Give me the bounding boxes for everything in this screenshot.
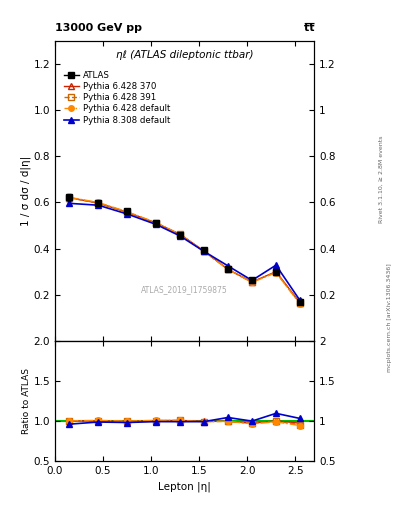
Y-axis label: Ratio to ATLAS: Ratio to ATLAS (22, 368, 31, 434)
Legend: ATLAS, Pythia 6.428 370, Pythia 6.428 391, Pythia 6.428 default, Pythia 8.308 de: ATLAS, Pythia 6.428 370, Pythia 6.428 39… (62, 69, 172, 126)
Text: t̅t̅: t̅t̅ (304, 23, 314, 33)
Text: ATLAS_2019_I1759875: ATLAS_2019_I1759875 (141, 285, 228, 294)
Text: Rivet 3.1.10, ≥ 2.8M events: Rivet 3.1.10, ≥ 2.8M events (379, 136, 384, 223)
Y-axis label: 1 / σ dσ / d|η|: 1 / σ dσ / d|η| (20, 156, 31, 226)
X-axis label: Lepton |η|: Lepton |η| (158, 481, 211, 492)
Text: 13000 GeV pp: 13000 GeV pp (55, 23, 142, 33)
Text: ηℓ (ATLAS dileptonic ttbar): ηℓ (ATLAS dileptonic ttbar) (116, 50, 253, 60)
Text: mcplots.cern.ch [arXiv:1306.3436]: mcplots.cern.ch [arXiv:1306.3436] (387, 263, 391, 372)
